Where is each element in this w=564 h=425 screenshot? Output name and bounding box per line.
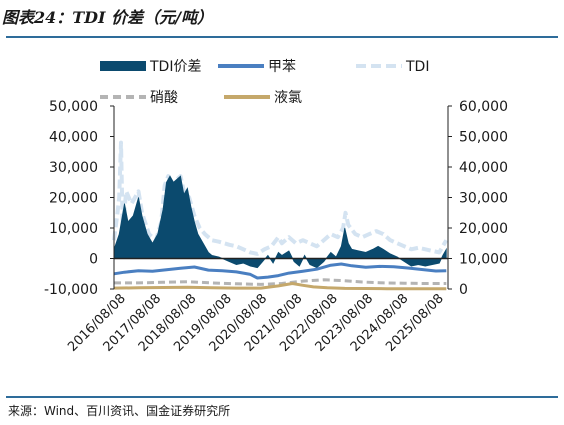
- title-bar: [6, 6, 558, 38]
- chart-title: 图表24：TDI 价差（元/吨）: [2, 8, 213, 27]
- left-axis-tick-label: 50,000: [49, 99, 98, 115]
- series-toluene-line: [113, 262, 447, 280]
- right-axis-tick-label: 50,000: [459, 130, 508, 146]
- plot-area: [112, 140, 449, 291]
- series-tdi-line: [112, 140, 449, 256]
- source-note: 来源：Wind、百川资讯、国金证券研究所: [8, 404, 231, 418]
- axes: -10,000 0 10,000 20,000 30,000 40,000 50,000 0 1…: [44, 99, 508, 355]
- legend: TDI价差 甲苯 TDI 硝酸 液氯: [100, 58, 429, 106]
- left-axis-tick-label: 20,000: [49, 191, 98, 207]
- series-nitric-acid-line: [114, 278, 447, 286]
- legend-swatch-tdi-spread: [100, 61, 146, 71]
- right-axis-tick-label: 0: [459, 282, 468, 298]
- legend-label-toluene: 甲苯: [268, 58, 296, 75]
- tdi-spread-chart: TDI价差 甲苯 TDI 硝酸 液氯 -10,000 0 10,000 20,000 3…: [44, 58, 508, 355]
- legend-label-nitric: 硝酸: [150, 90, 178, 106]
- right-axis-tick-label: 60,000: [459, 99, 508, 115]
- right-axis-tick-label: 30,000: [459, 191, 508, 207]
- legend-label-chlorine: 液氯: [274, 90, 302, 106]
- legend-label-tdi: TDI: [405, 59, 429, 75]
- left-axis-tick-label: -10,000: [44, 282, 98, 298]
- legend-label-tdi-spread: TDI价差: [149, 59, 201, 75]
- left-axis-tick-label: 10,000: [49, 221, 98, 237]
- left-axis-tick-label: 40,000: [49, 130, 98, 146]
- right-axis-tick-label: 40,000: [459, 160, 508, 176]
- source-divider: [6, 396, 558, 398]
- right-axis-tick-label: 10,000: [459, 252, 508, 268]
- right-axis-tick-label: 20,000: [459, 221, 508, 237]
- left-axis-tick-label: 0: [89, 252, 98, 268]
- series-liquid-chlorine-line: [113, 282, 447, 291]
- left-axis-tick-label: 30,000: [49, 160, 98, 176]
